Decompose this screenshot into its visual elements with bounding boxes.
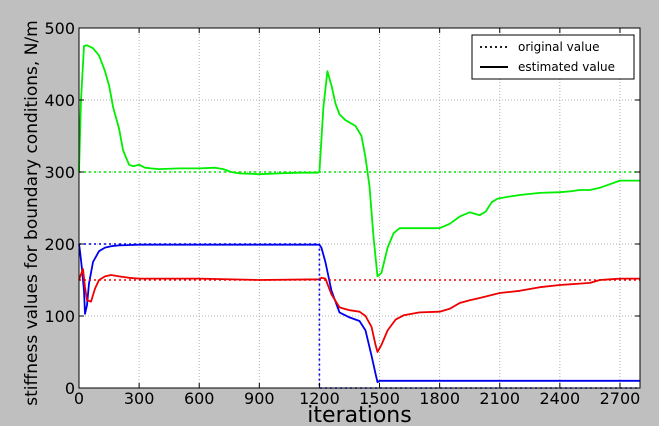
x-tick-label: 1200 (299, 389, 340, 408)
x-tick-label: 1500 (359, 389, 400, 408)
y-tick-label: 0 (65, 379, 75, 398)
y-tick-label: 100 (44, 307, 75, 326)
legend-box (471, 34, 635, 80)
estimated-value-line-0 (78, 44, 640, 278)
x-tick-label: 2100 (479, 389, 520, 408)
plot-area (79, 28, 640, 388)
plot-frame (78, 27, 641, 389)
x-tick-label: 0 (74, 389, 84, 408)
x-tick-label: 300 (124, 389, 155, 408)
x-tick-label: 1800 (419, 389, 460, 408)
x-tick-label: 900 (244, 389, 275, 408)
original-value-line-5 (79, 243, 640, 389)
legend-label: original value (518, 40, 599, 54)
legend: original value estimated value (471, 34, 635, 80)
y-axis-label: stiffness values for boundary conditions… (22, 20, 42, 405)
legend-label: estimated value (518, 60, 615, 74)
x-tick-label: 2400 (539, 389, 580, 408)
y-tick-label: 500 (44, 19, 75, 38)
y-tick-label: 400 (44, 91, 75, 110)
axis-ticks: 0 300 600 900 1200 1500 1800 2100 2400 2700 0 100 20… (44, 19, 640, 408)
x-tick-label: 600 (184, 389, 215, 408)
x-tick-label: 2700 (600, 389, 641, 408)
estimated-value-line-2 (78, 268, 640, 353)
x-axis-label: iterations (307, 403, 411, 426)
series-group (78, 44, 640, 389)
y-tick-label: 300 (44, 163, 75, 182)
y-tick-label: 200 (44, 235, 75, 254)
